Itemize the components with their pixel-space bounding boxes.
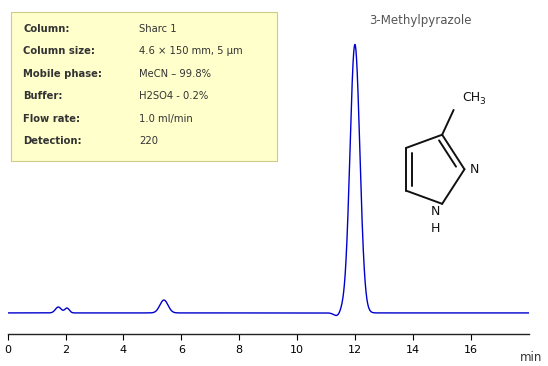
Text: Flow rate:: Flow rate:	[24, 114, 81, 124]
Text: 220: 220	[139, 136, 158, 146]
Text: H2SO4 - 0.2%: H2SO4 - 0.2%	[139, 92, 208, 101]
Text: 3: 3	[479, 97, 485, 106]
Text: Column:: Column:	[24, 24, 70, 34]
Text: MeCN – 99.8%: MeCN – 99.8%	[139, 69, 211, 79]
Text: N: N	[431, 205, 441, 219]
Text: Column size:: Column size:	[24, 46, 95, 56]
Text: 1.0 ml/min: 1.0 ml/min	[139, 114, 193, 124]
FancyBboxPatch shape	[12, 12, 277, 161]
Text: 3-Methylpyrazole: 3-Methylpyrazole	[370, 14, 472, 27]
Text: N: N	[470, 163, 479, 176]
Text: Mobile phase:: Mobile phase:	[24, 69, 102, 79]
Text: CH: CH	[462, 91, 480, 104]
Text: Sharc 1: Sharc 1	[139, 24, 176, 34]
Text: Detection:: Detection:	[24, 136, 82, 146]
Text: H: H	[431, 222, 441, 235]
Text: 4.6 × 150 mm, 5 μm: 4.6 × 150 mm, 5 μm	[139, 46, 243, 56]
Text: Buffer:: Buffer:	[24, 92, 63, 101]
Text: min: min	[520, 351, 542, 364]
